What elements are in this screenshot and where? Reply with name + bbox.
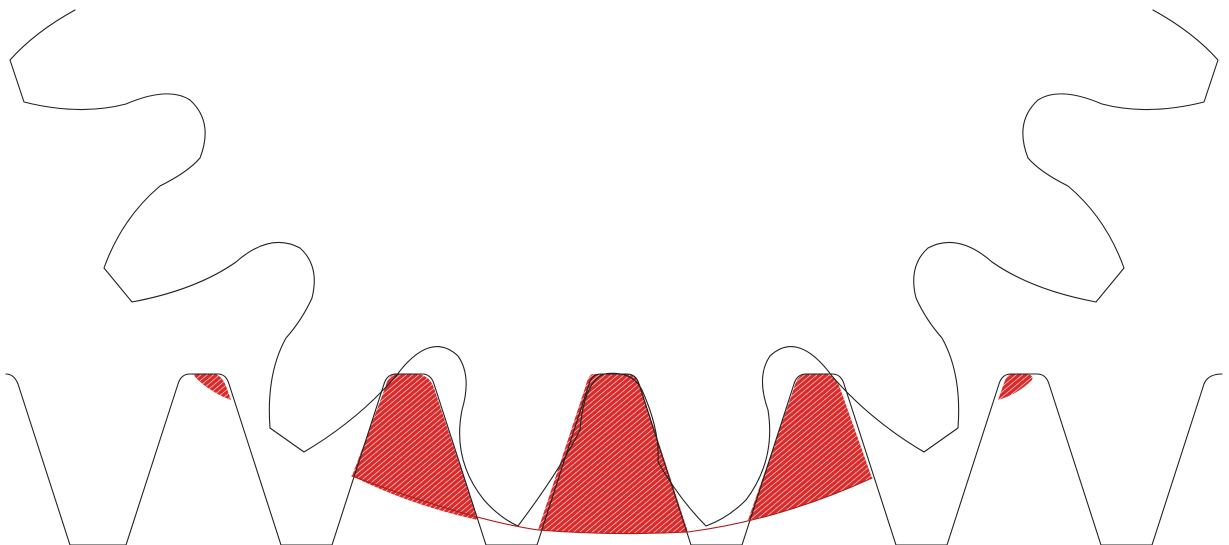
overlap-regions [193,374,1033,534]
overlap-region [998,374,1033,400]
overlap-region [748,374,872,520]
overlap-region [352,374,478,520]
overlap-boundary-arc [351,475,873,535]
overlap-region [193,374,231,400]
pinion-gear-outline [9,9,1219,527]
rack-outline [5,373,1223,545]
overlap-region [538,374,688,534]
